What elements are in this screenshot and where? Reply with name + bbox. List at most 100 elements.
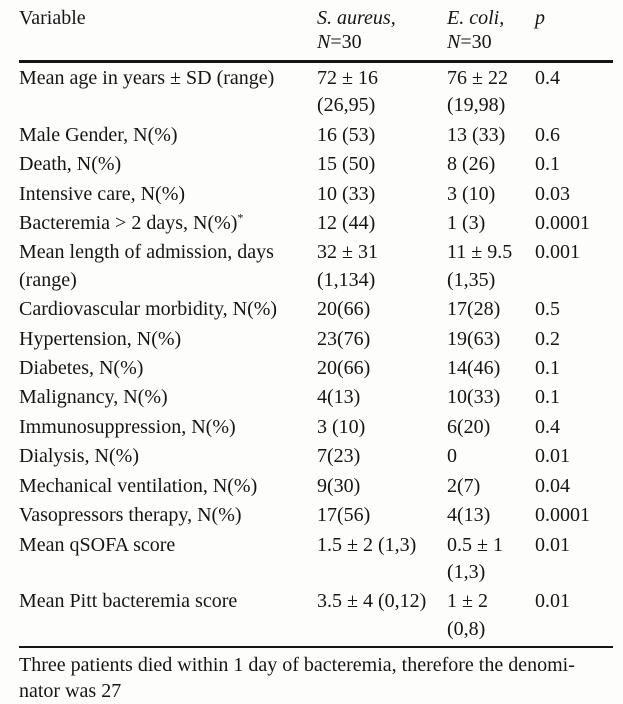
p-cell: 0.03 xyxy=(535,182,570,205)
ecoli-n-line: N=30 xyxy=(447,30,529,54)
saureus-cell: 15 (50) xyxy=(317,153,376,176)
ecoli-cell: 8 (26) xyxy=(447,153,496,176)
ecoli-cell: 10(33) xyxy=(447,386,501,409)
saureus-cell: 10 (33) xyxy=(317,182,376,205)
saureus-cell: 17(56) xyxy=(317,504,371,527)
table-row: Hypertension, N(%) 23(76) 19(63) 0.2 xyxy=(19,324,613,353)
saureus-cell: 72 ± 16 (26,95) xyxy=(317,67,378,117)
saureus-cell: 20(66) xyxy=(317,357,371,380)
col-header-variable-label: Variable xyxy=(19,7,86,29)
saureus-cell: 4(13) xyxy=(317,386,361,409)
saureus-n-symbol: N xyxy=(317,31,331,53)
table-body: Mean age in years ± SD (range) 72 ± 16 (2… xyxy=(19,62,613,649)
p-cell: 0.6 xyxy=(535,123,560,146)
table-row: Death, N(%) 15 (50) 8 (26) 0.1 xyxy=(19,149,613,178)
ecoli-cell: 1 (3) xyxy=(447,212,486,235)
saureus-cell: 23(76) xyxy=(317,327,371,350)
table-header: Variable S. aureus, N=30 E. coli, N=30 p xyxy=(19,4,613,63)
table-row: Mean qSOFA score 1.5 ± 2 (1,3) 0.5 ± 1 (1,… xyxy=(19,530,613,587)
variable-cell: Diabetes, N(%) xyxy=(19,357,144,380)
table-row: Diabetes, N(%) 20(66) 14(46) 0.1 xyxy=(19,353,613,382)
variable-cell: Mean length of admission, days (range) xyxy=(19,241,274,291)
saureus-cell: 3.5 ± 4 (0,12) xyxy=(317,586,447,649)
variable-cell: Mean Pitt bacteremia score xyxy=(19,586,317,649)
ecoli-cell: 4(13) xyxy=(447,504,491,527)
p-cell: 0.4 xyxy=(535,67,560,89)
table-row: Intensive care, N(%) 10 (33) 3 (10) 0.03 xyxy=(19,179,613,208)
variable-cell: Mean age in years ± SD (range) xyxy=(19,67,275,89)
table-row: Mean length of admission, days (range) 32… xyxy=(19,237,613,294)
ecoli-cell: 19(63) xyxy=(447,327,501,350)
table-row: Mean age in years ± SD (range) 72 ± 16 (2… xyxy=(19,62,613,120)
header-row: Variable S. aureus, N=30 E. coli, N=30 p xyxy=(19,4,613,63)
saureus-cell: 12 (44) xyxy=(317,212,376,235)
table-row: Vasopressors therapy, N(%) 17(56) 4(13) 0.0… xyxy=(19,500,613,529)
table-row: Malignancy, N(%) 4(13) 10(33) 0.1 xyxy=(19,382,613,411)
p-cell: 0.1 xyxy=(535,386,560,409)
saureus-cell: 20(66) xyxy=(317,298,371,321)
saureus-cell: 1.5 ± 2 (1,3) xyxy=(317,533,417,556)
variable-cell: Intensive care, N(%) xyxy=(19,182,186,205)
saureus-cell: 32 ± 31 (1,134) xyxy=(317,241,378,291)
col-header-ecoli: E. coli, N=30 xyxy=(447,4,535,63)
table-row: Cardiovascular morbidity, N(%) 20(66) 17(2… xyxy=(19,294,613,323)
ecoli-cell: 76 ± 22 (19,98) xyxy=(447,67,508,117)
p-cell: 0.001 xyxy=(535,241,580,264)
ecoli-cell: 0 xyxy=(447,445,457,468)
ecoli-cell: 1 ± 2 (0,8) xyxy=(447,586,535,649)
ecoli-species-name: E. coli, xyxy=(447,7,505,29)
table-row: Dialysis, N(%) 7(23) 0 0.01 xyxy=(19,441,613,470)
saureus-n-value: =30 xyxy=(330,31,362,53)
comparison-table: Variable S. aureus, N=30 E. coli, N=30 p… xyxy=(19,4,613,649)
table-row: Mean Pitt bacteremia score 3.5 ± 4 (0,12)… xyxy=(19,586,613,649)
asterisk-marker: * xyxy=(237,210,244,225)
variable-cell: Mechanical ventilation, N(%) xyxy=(19,474,258,497)
p-cell: 0.2 xyxy=(535,327,560,350)
ecoli-n-value: =30 xyxy=(460,31,492,53)
saureus-species-name: S. aureus, xyxy=(317,7,396,29)
p-cell: 0.01 xyxy=(535,533,570,556)
ecoli-n-symbol: N xyxy=(447,31,461,53)
variable-cell: Bacteremia > 2 days, N(%)* xyxy=(19,210,244,235)
variable-cell: Dialysis, N(%) xyxy=(19,445,139,468)
p-cell: 0.4 xyxy=(535,415,560,438)
saureus-name-line: S. aureus, xyxy=(317,6,441,30)
saureus-cell: 3 (10) xyxy=(317,415,366,438)
variable-cell: Cardiovascular morbidity, N(%) xyxy=(19,298,278,321)
ecoli-name-line: E. coli, xyxy=(447,6,529,30)
ecoli-cell: 2(7) xyxy=(447,474,481,497)
ecoli-cell: 6(20) xyxy=(447,415,491,438)
p-cell: 0.1 xyxy=(535,153,560,176)
saureus-cell: 7(23) xyxy=(317,445,361,468)
p-cell: 0.1 xyxy=(535,357,560,380)
table-row: Immunosuppression, N(%) 3 (10) 6(20) 0.4 xyxy=(19,412,613,441)
ecoli-cell: 13 (33) xyxy=(447,123,506,146)
variable-cell: Immunosuppression, N(%) xyxy=(19,415,236,438)
saureus-cell: 16 (53) xyxy=(317,123,376,146)
ecoli-cell: 3 (10) xyxy=(447,182,496,205)
p-cell: 0.01 xyxy=(535,445,570,468)
p-cell: 0.0001 xyxy=(535,504,590,527)
ecoli-cell: 0.5 ± 1 (1,3) xyxy=(447,533,503,583)
col-header-variable: Variable xyxy=(19,4,317,63)
variable-cell: Hypertension, N(%) xyxy=(19,327,182,350)
table-row: Bacteremia > 2 days, N(%)* 12 (44) 1 (3) 0.… xyxy=(19,208,613,237)
p-header-label: p xyxy=(535,7,545,29)
table-row: Male Gender, N(%) 16 (53) 13 (33) 0.6 xyxy=(19,120,613,149)
ecoli-cell: 14(46) xyxy=(447,357,501,380)
variable-cell: Male Gender, N(%) xyxy=(19,123,178,146)
col-header-p: p xyxy=(535,4,613,63)
p-cell: 0.04 xyxy=(535,474,570,497)
variable-cell: Death, N(%) xyxy=(19,153,122,176)
p-cell: 0.0001 xyxy=(535,212,590,235)
saureus-n-line: N=30 xyxy=(317,30,441,54)
table-row: Mechanical ventilation, N(%) 9(30) 2(7) 0.0… xyxy=(19,471,613,500)
ecoli-cell: 11 ± 9.5 (1,35) xyxy=(447,241,513,291)
ecoli-cell: 17(28) xyxy=(447,298,501,321)
saureus-cell: 9(30) xyxy=(317,474,361,497)
variable-cell: Malignancy, N(%) xyxy=(19,386,168,409)
col-header-saureus: S. aureus, N=30 xyxy=(317,4,447,63)
variable-cell: Mean qSOFA score xyxy=(19,533,176,556)
table-footnote: Three patients died within 1 day of bact… xyxy=(19,654,575,703)
